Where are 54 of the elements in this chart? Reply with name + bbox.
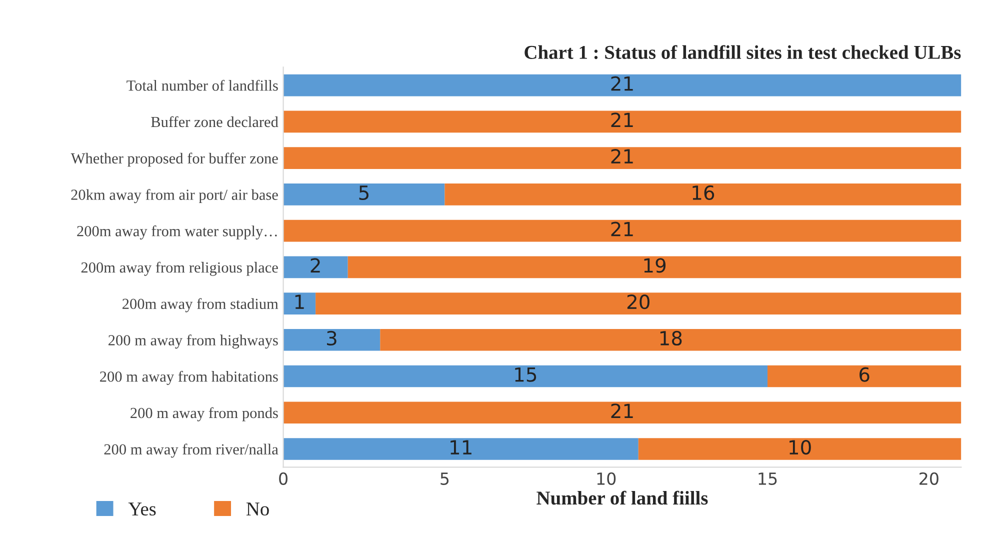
bar [768, 365, 962, 388]
bar [283, 402, 962, 424]
x-tick-label: 20 [920, 472, 938, 485]
data-label: 19 [644, 258, 666, 273]
y-tick-label: 200m away from stadium [122, 298, 278, 312]
y-tick-label: 200m away from water supply… [77, 225, 277, 240]
data-label: 20 [627, 294, 650, 310]
data-label: 21 [611, 76, 633, 91]
y-tick-label: 200 m away from habitations [100, 370, 278, 385]
bar [316, 292, 962, 314]
y-tick-label: 200m away from religious place [81, 262, 278, 276]
x-tick-label: 0 [279, 472, 288, 485]
data-label: 16 [692, 185, 714, 200]
bar [638, 438, 962, 460]
data-label: 21 [611, 404, 633, 418]
bar [348, 256, 962, 278]
data-label: 2 [310, 258, 320, 273]
bar [283, 147, 962, 169]
bar [283, 184, 445, 206]
data-label: 6 [860, 367, 870, 382]
y-tick-label: 200 m away from highways [108, 334, 278, 349]
data-label: 5 [359, 186, 368, 200]
data-label: 1 [295, 294, 304, 309]
x-axis-title: Number of land fiills [536, 490, 708, 505]
bar [444, 184, 962, 206]
bar [283, 110, 962, 133]
y-tick-label: Total number of landfills [126, 80, 278, 91]
legend-label: Yes [128, 502, 156, 516]
data-label: 21 [611, 148, 633, 164]
y-tick-label: 200 m away from river/nalla [104, 444, 278, 458]
x-tick-label: 5 [440, 472, 449, 485]
legend-label: No [246, 502, 269, 516]
y-tick-label: 200 m away from ponds [130, 407, 278, 422]
bar [380, 328, 962, 351]
bar [283, 292, 316, 314]
bar [283, 74, 962, 96]
data-label: 21 [611, 112, 633, 128]
bar [283, 220, 962, 242]
bar [283, 438, 638, 460]
chart-title: Chart 1 : Status of landfill sites in test checked ULBs [524, 45, 961, 60]
data-label: 10 [790, 440, 811, 455]
data-label: 11 [450, 440, 472, 454]
y-tick-label: Buffer zone declared [151, 116, 278, 128]
y-tick-label: 20km away from air port/ air base [71, 189, 278, 204]
x-tick-label: 15 [758, 472, 777, 485]
data-label: 21 [611, 222, 633, 236]
bar [283, 328, 380, 351]
data-label: 18 [660, 330, 682, 346]
y-tick-label: Whether proposed for buffer zone [70, 152, 278, 167]
data-label: 3 [327, 330, 336, 346]
data-label: 15 [515, 367, 536, 382]
x-tick-label: 10 [597, 472, 616, 485]
bar [283, 365, 768, 388]
bar [283, 256, 348, 278]
